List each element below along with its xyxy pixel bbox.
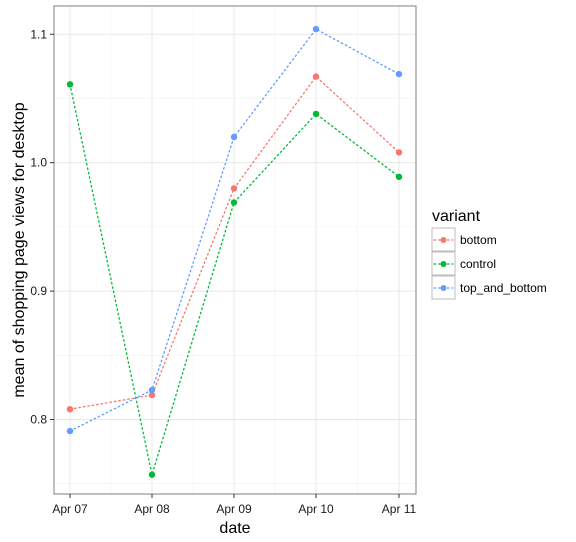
series-control	[66, 81, 403, 478]
data-point	[230, 133, 238, 141]
y-tick-label: 0.8	[30, 413, 47, 427]
legend-label: bottom	[460, 233, 497, 247]
legend: variant bottom control top_and_bottom	[431, 208, 547, 300]
legend-key-point	[440, 237, 447, 243]
legend-items: bottom control top_and_bottom	[431, 227, 547, 300]
y-tick-label: 0.9	[30, 284, 47, 298]
data-point	[230, 185, 238, 192]
x-tick-label: Apr 11	[382, 502, 417, 516]
data-point	[312, 110, 320, 118]
y-tick-label: 1.1	[30, 27, 47, 41]
data-point	[312, 73, 320, 80]
y-axis-title: mean of shopping page views for desktop	[11, 102, 28, 397]
x-axis-title: date	[219, 520, 250, 537]
data-point	[148, 386, 156, 394]
plot-panel-border	[53, 5, 417, 495]
legend-title: variant	[432, 208, 481, 225]
series-group	[66, 25, 403, 478]
legend-label: control	[460, 257, 496, 271]
data-point	[66, 427, 74, 435]
plot-panel-background	[54, 6, 416, 494]
data-point	[230, 199, 238, 206]
axes: 0.8 0.9 1.0 1.1 Apr 07 Apr 08 Apr 09 Apr 10 Apr …	[30, 27, 416, 516]
legend-key-point	[440, 285, 447, 291]
legend-item-bottom: bottom	[431, 227, 497, 252]
grid-lines	[54, 6, 416, 494]
data-point	[66, 81, 74, 88]
series-top-and-bottom	[66, 25, 403, 435]
series-bottom	[66, 73, 403, 413]
x-tick-label: Apr 10	[298, 502, 334, 516]
x-tick-label: Apr 07	[52, 502, 88, 516]
data-point	[395, 149, 403, 156]
legend-label: top_and_bottom	[460, 281, 547, 295]
y-tick-label: 1.0	[30, 156, 47, 170]
data-point	[148, 391, 156, 399]
data-point	[312, 25, 320, 33]
data-point	[66, 406, 74, 413]
series-line	[69, 83, 400, 475]
legend-item-top-and-bottom: top_and_bottom	[431, 275, 547, 300]
x-tick-label: Apr 08	[134, 502, 170, 516]
data-point	[148, 471, 156, 478]
data-point	[395, 173, 403, 180]
legend-key-point	[440, 261, 447, 267]
x-tick-label: Apr 09	[216, 502, 252, 516]
data-point	[395, 70, 403, 78]
legend-item-control: control	[431, 251, 496, 276]
